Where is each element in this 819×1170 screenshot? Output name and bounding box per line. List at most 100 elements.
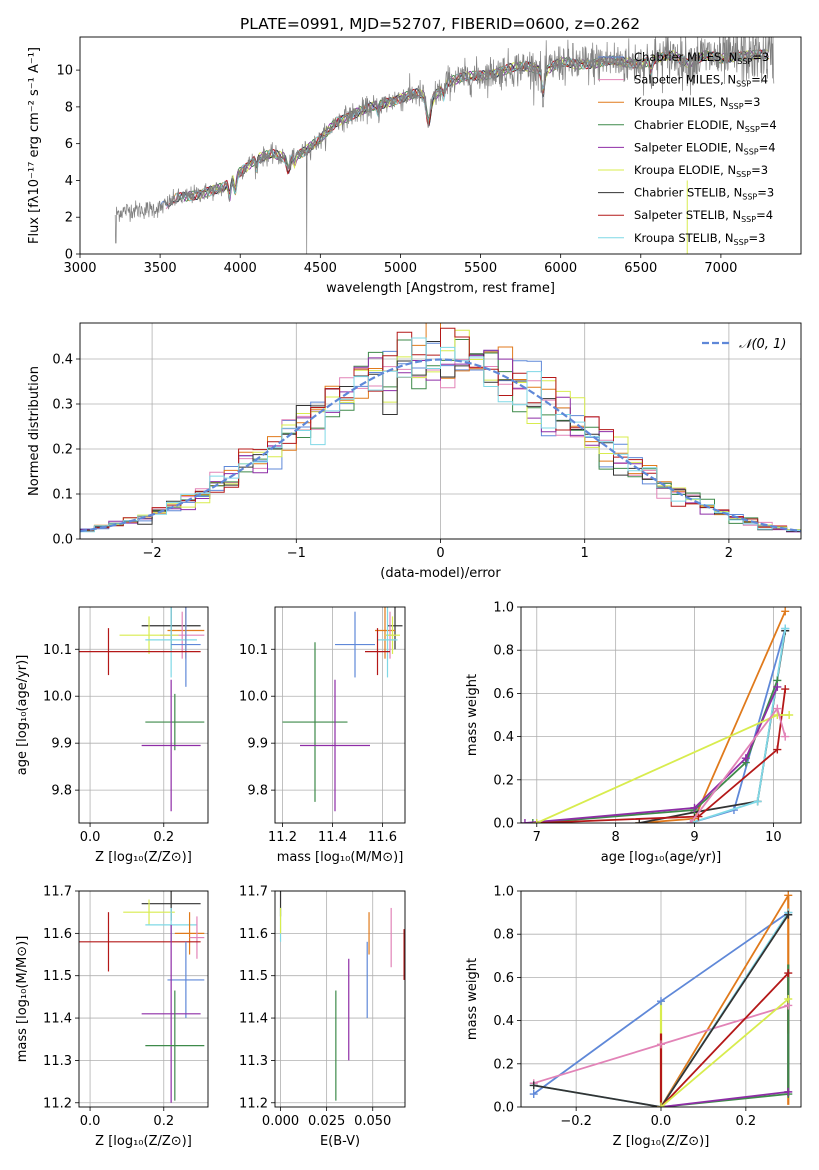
y-tick-label: 11.7 (239, 885, 268, 900)
weight-marker (784, 995, 793, 1003)
weight-line (524, 686, 779, 823)
y-tick-label: 9.8 (51, 784, 72, 799)
x-tick-label: 0.025 (308, 1114, 345, 1129)
y-tick-label: 0.1 (52, 488, 73, 503)
legend-item: Salpeter MILES, NSSP=4 (598, 73, 768, 89)
y-tick-label: 1.0 (493, 601, 514, 616)
y-tick-label: 11.4 (43, 1012, 72, 1027)
weight-marker (781, 624, 790, 633)
y-tick-label: 10 (56, 64, 73, 79)
axes-frame (274, 606, 406, 824)
errorbar-point (282, 642, 348, 802)
weight_vs_Z-panel: −0.2 0.0 0.2 0.0 0.2 0.4 0.6 0.8 1.0 Z [log₁₀(Z/Z… (465, 885, 802, 1149)
x-tick-label: 10 (765, 830, 782, 845)
y-tick-label: 11.3 (239, 1054, 268, 1069)
spectrum-plot-area (114, 37, 775, 254)
data-spectrum-line (114, 37, 775, 254)
x-tick-label: 0.050 (354, 1114, 391, 1129)
weight_vs_Z-ticks: −0.2 0.0 0.2 0.0 0.2 0.4 0.6 0.8 1.0 (493, 885, 756, 1130)
residual-histogram-series (80, 337, 801, 533)
weight-marker (753, 797, 762, 806)
age_vs_Z-panel: 0.0 0.2 9.8 9.9 10.0 10.1 Z [log₁₀(Z/Z⊙)] age [… (15, 606, 209, 865)
x-axis-label: mass [log₁₀(M/M⊙)] (277, 850, 404, 865)
weight-marker (784, 910, 793, 919)
axes-frame (79, 322, 802, 540)
age_vs_Z-plot-area (79, 607, 205, 812)
errorbar-point (145, 607, 197, 678)
y-tick-label: 11.4 (239, 1012, 268, 1027)
y-tick-label: 0.6 (493, 971, 514, 986)
weight-marker (784, 1087, 793, 1096)
weight_vs_Z-plot-area (529, 891, 793, 1107)
weight_vs_age-plot-area (521, 607, 794, 823)
x-tick-label: 4000 (224, 261, 257, 276)
y-axis-label: mass [log₁₀(M/M⊙)] (15, 936, 30, 1063)
weight-line (660, 1091, 789, 1107)
weight-marker (635, 819, 644, 823)
residual-legend: 𝒩(0, 1) (702, 337, 786, 352)
errorbar-point (189, 916, 205, 959)
y-tick-label: 0.0 (493, 1101, 514, 1116)
x-tick-label: 5000 (384, 261, 417, 276)
legend-item: Salpeter ELODIE, NSSP=4 (598, 140, 776, 156)
weight-series (686, 624, 790, 823)
x-tick-label: 0.0 (80, 830, 101, 845)
y-axis-label: mass weight (465, 674, 480, 756)
y-tick-label: 0.2 (493, 1057, 514, 1072)
x-tick-label: 9 (690, 830, 698, 845)
y-tick-label: 0.2 (493, 773, 514, 788)
x-tick-label: 11.2 (268, 830, 297, 845)
weight-marker (784, 969, 793, 978)
weight-marker (690, 803, 699, 812)
y-tick-label: 1.0 (493, 885, 514, 900)
y-tick-label: 0.0 (493, 817, 514, 832)
axes-frame (78, 606, 209, 824)
x-axis-label: Z [log₁₀(Z/Z⊙)] (613, 1134, 710, 1149)
x-tick-label: 0.2 (153, 1114, 174, 1129)
spectrum-panel: 3000 3500 4000 4500 5000 5500 6000 6500 7000 0 2 4 6… (27, 36, 802, 296)
errorbar-point (79, 912, 201, 972)
errorbar-point (79, 628, 201, 676)
x-axis-label: Z [log₁₀(Z/Z⊙)] (95, 1134, 192, 1149)
axes-frame (78, 890, 209, 1108)
x-axis-label: age [log₁₀(age/yr)] (601, 850, 722, 865)
axes-frame (520, 606, 802, 824)
weight-marker (532, 819, 541, 823)
residuals-plot-area (80, 323, 801, 534)
age_vs_mass-plot-area (282, 607, 403, 812)
weight-marker (773, 704, 782, 713)
mass_vs_Z-plot-area (79, 891, 205, 1103)
weight-marker (741, 754, 750, 763)
legend-item: Kroupa ELODIE, NSSP=3 (598, 163, 768, 179)
y-axis-label: age [log₁₀(age/yr)] (15, 655, 30, 776)
x-tick-label: 7 (533, 830, 541, 845)
y-tick-label: 0.2 (52, 443, 73, 458)
errorbar-point (365, 628, 390, 676)
weight-marker (785, 711, 794, 719)
residuals-panel: −2 −1 0 1 2 0.0 0.1 0.2 0.3 0.4 (data-model)/error… (27, 322, 802, 581)
mass_vs_ebv-plot-area (279, 891, 405, 1101)
errorbar-point (145, 693, 205, 751)
y-tick-label: 0.8 (493, 928, 514, 943)
legend-item: Chabrier ELODIE, NSSP=4 (598, 118, 777, 134)
x-tick-label: 7000 (704, 261, 737, 276)
x-axis-label: E(B-V) (320, 1134, 360, 1149)
y-tick-label: 11.5 (239, 969, 268, 984)
x-tick-label: 11.4 (318, 830, 347, 845)
y-tick-label: 9.8 (247, 784, 268, 799)
x-tick-label: −0.2 (560, 1114, 592, 1129)
y-tick-label: 11.2 (239, 1096, 268, 1111)
legend-item: Salpeter STELIB, NSSP=4 (598, 208, 773, 224)
weight-series (657, 1087, 793, 1107)
weight-marker (657, 1103, 665, 1107)
x-tick-label: 0.2 (153, 830, 174, 845)
x-axis-label: Z [log₁₀(Z/Z⊙)] (95, 850, 192, 865)
y-tick-label: 11.6 (239, 927, 268, 942)
weight-line (536, 714, 790, 823)
axes-frame (520, 890, 802, 1108)
y-tick-label: 9.9 (247, 737, 268, 752)
x-tick-label: 4500 (304, 261, 337, 276)
weight-line (660, 972, 789, 1107)
legend-label: Salpeter ELODIE, NSSP=4 (634, 140, 776, 156)
legend-label: Kroupa MILES, NSSP=3 (634, 95, 760, 111)
